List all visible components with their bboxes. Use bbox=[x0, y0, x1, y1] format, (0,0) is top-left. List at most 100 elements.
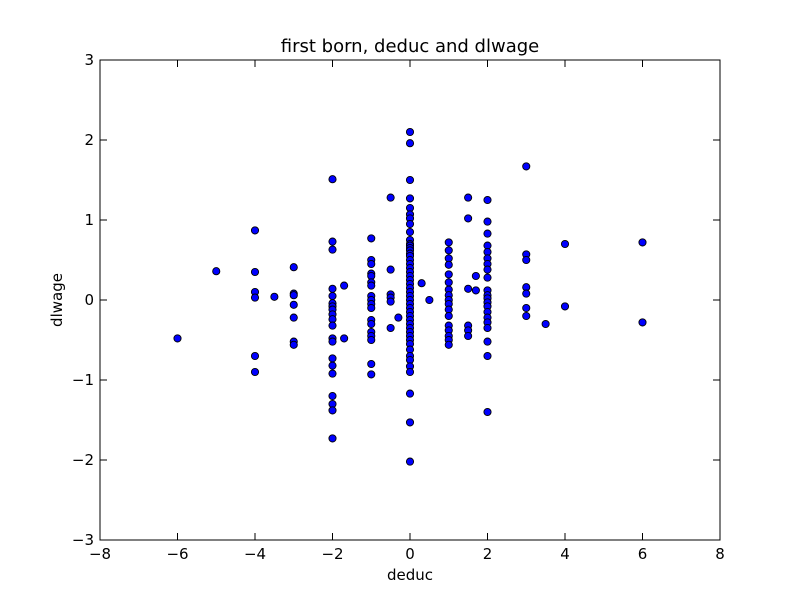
data-point bbox=[328, 284, 337, 293]
data-point bbox=[560, 302, 570, 311]
data-point bbox=[394, 313, 403, 322]
data-point bbox=[173, 334, 182, 343]
data-point bbox=[328, 391, 337, 401]
data-point bbox=[483, 265, 492, 274]
data-point bbox=[483, 195, 492, 205]
data-point bbox=[444, 311, 453, 321]
data-point bbox=[522, 289, 531, 298]
data-point bbox=[250, 293, 260, 302]
data-point bbox=[405, 367, 415, 377]
data-point bbox=[444, 340, 453, 349]
data-point bbox=[328, 369, 337, 378]
data-point bbox=[367, 335, 376, 345]
x-tick-label: 6 bbox=[638, 545, 648, 563]
data-point bbox=[328, 245, 337, 254]
data-point bbox=[289, 313, 298, 322]
y-tick-label: 0 bbox=[84, 291, 94, 309]
x-tick-label: 0 bbox=[405, 545, 415, 563]
y-tick-label: −2 bbox=[72, 451, 94, 469]
points-layer bbox=[173, 127, 647, 466]
data-point bbox=[405, 127, 415, 137]
data-point bbox=[250, 226, 260, 235]
data-point bbox=[405, 227, 415, 237]
x-tick-label: −4 bbox=[244, 545, 266, 563]
data-point bbox=[367, 303, 376, 313]
chart-title: first born, deduc and dlwage bbox=[281, 36, 540, 57]
data-point bbox=[464, 214, 473, 223]
data-point bbox=[471, 271, 480, 281]
data-point bbox=[444, 260, 453, 269]
y-tick-label: −1 bbox=[72, 371, 94, 389]
data-point bbox=[270, 292, 279, 301]
data-point bbox=[405, 219, 415, 229]
data-point bbox=[386, 193, 395, 202]
ticks-layer: −8 −6 −4 −2 0 2 4 6 8 −3 −2 −1 0 1 2 3 bbox=[72, 51, 725, 563]
data-point bbox=[444, 278, 453, 287]
data-point bbox=[425, 295, 434, 305]
data-point bbox=[483, 351, 492, 361]
data-point bbox=[638, 238, 647, 247]
data-point bbox=[483, 407, 492, 417]
data-point bbox=[289, 263, 298, 272]
data-point bbox=[464, 193, 473, 202]
data-point bbox=[471, 286, 480, 295]
x-tick-label: 2 bbox=[483, 545, 493, 563]
data-point bbox=[386, 323, 395, 333]
y-tick-label: 2 bbox=[84, 131, 94, 149]
x-tick-label: 4 bbox=[560, 545, 570, 563]
data-point bbox=[638, 318, 647, 327]
data-point bbox=[328, 237, 337, 246]
data-point bbox=[522, 311, 531, 321]
data-point bbox=[250, 267, 260, 277]
data-point bbox=[386, 297, 395, 306]
data-point bbox=[522, 162, 531, 171]
data-point bbox=[328, 434, 337, 443]
data-point bbox=[250, 351, 260, 361]
x-tick-label: −8 bbox=[89, 545, 111, 563]
data-point bbox=[464, 331, 473, 341]
data-point bbox=[340, 281, 349, 290]
data-point bbox=[367, 319, 376, 329]
data-point bbox=[483, 273, 492, 282]
data-point bbox=[464, 284, 473, 293]
data-point bbox=[328, 291, 337, 301]
data-point bbox=[444, 246, 453, 255]
data-point bbox=[405, 139, 415, 148]
x-axis-label: deduc bbox=[387, 566, 433, 584]
data-point bbox=[289, 300, 298, 309]
data-point bbox=[367, 234, 376, 243]
data-point bbox=[405, 457, 415, 466]
data-point bbox=[444, 238, 453, 247]
data-point bbox=[405, 389, 415, 398]
data-point bbox=[483, 337, 492, 346]
data-point bbox=[328, 175, 337, 184]
data-point bbox=[328, 406, 337, 415]
data-point bbox=[522, 303, 531, 313]
data-point bbox=[483, 217, 492, 226]
y-tick-label: −3 bbox=[72, 531, 94, 549]
data-point bbox=[560, 239, 570, 249]
data-point bbox=[340, 334, 349, 343]
data-point bbox=[328, 354, 337, 363]
data-point bbox=[522, 255, 531, 265]
data-point bbox=[250, 367, 260, 377]
data-point bbox=[444, 270, 453, 279]
data-point bbox=[328, 321, 337, 330]
data-point bbox=[483, 229, 492, 238]
x-tick-label: 8 bbox=[715, 545, 725, 563]
data-point bbox=[289, 340, 298, 349]
data-point bbox=[367, 359, 376, 369]
data-point bbox=[367, 370, 376, 379]
data-point bbox=[328, 361, 337, 370]
data-point bbox=[405, 418, 415, 427]
x-tick-label: −2 bbox=[321, 545, 343, 563]
data-point bbox=[405, 175, 415, 185]
y-tick-label: 3 bbox=[84, 51, 94, 69]
data-point bbox=[386, 265, 395, 274]
data-point bbox=[367, 259, 376, 269]
data-point bbox=[212, 267, 221, 276]
data-point bbox=[417, 279, 426, 288]
data-point bbox=[483, 323, 492, 333]
y-axis-label: dlwage bbox=[48, 273, 66, 327]
